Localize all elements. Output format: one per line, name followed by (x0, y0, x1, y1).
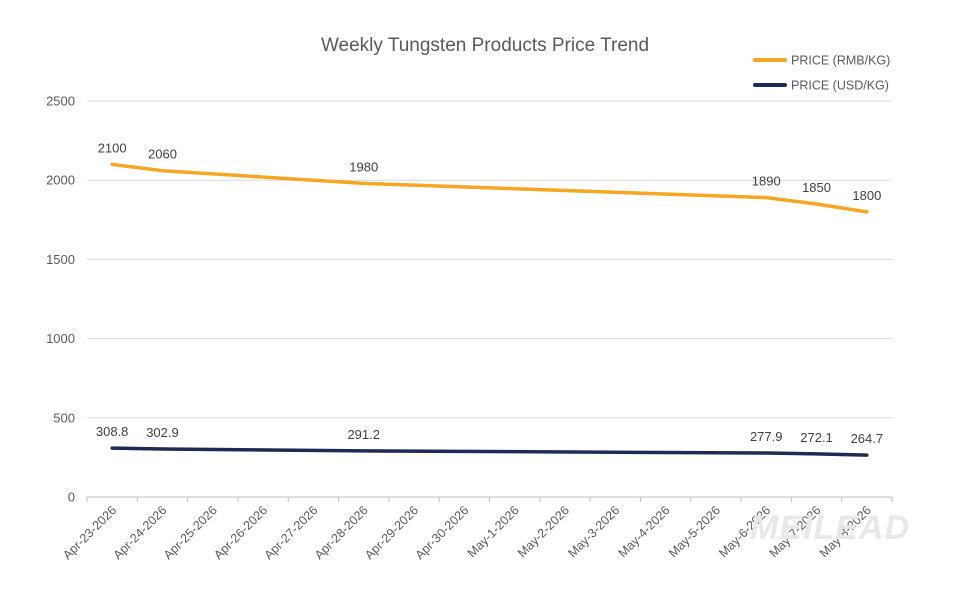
legend: PRICE (RMB/KG) PRICE (USD/KG) (753, 54, 890, 93)
data-label: 1890 (752, 174, 781, 189)
chart-title: Weekly Tungsten Products Price Trend (321, 35, 649, 56)
data-label: 272.1 (800, 430, 833, 445)
data-label: 2100 (98, 140, 127, 155)
watermark-logo: MEILEAD (750, 509, 910, 547)
data-label: 291.2 (347, 427, 380, 442)
data-label: 308.8 (96, 424, 129, 439)
y-tick-labels: 0 500 1000 1500 2000 2500 (46, 94, 75, 505)
y-tick-label: 1000 (46, 331, 75, 346)
data-label: 1850 (802, 180, 831, 195)
x-tick-label: May-5-2026 (666, 503, 723, 560)
x-tick-label: May-3-2026 (565, 503, 622, 560)
data-label: 1800 (852, 188, 881, 203)
data-labels: 2100 2060 1980 1890 1850 1800 308.8 302.9 291.2 2… (96, 140, 883, 446)
x-tick-label: May-4-2026 (616, 503, 673, 560)
y-tick-label: 500 (53, 410, 75, 425)
legend-label: PRICE (USD/KG) (791, 79, 889, 93)
data-label: 302.9 (146, 425, 179, 440)
x-tick-label: May-1-2026 (465, 503, 522, 560)
series-line (110, 162, 869, 214)
y-tick-label: 2500 (46, 94, 75, 109)
series-line (110, 446, 869, 457)
data-label: 264.7 (851, 431, 884, 446)
x-tick-label: Apr-30-2026 (412, 503, 471, 562)
grid-layer (86, 100, 893, 502)
data-label: 1980 (349, 159, 378, 174)
data-label: 2060 (148, 147, 177, 162)
x-tick-label: May-2-2026 (515, 503, 572, 560)
y-tick-label: 1500 (46, 252, 75, 267)
data-label: 277.9 (750, 429, 783, 444)
series-layer (110, 162, 869, 457)
legend-label: PRICE (RMB/KG) (791, 54, 890, 68)
y-tick-label: 2000 (46, 173, 75, 188)
y-tick-label: 0 (68, 490, 75, 505)
